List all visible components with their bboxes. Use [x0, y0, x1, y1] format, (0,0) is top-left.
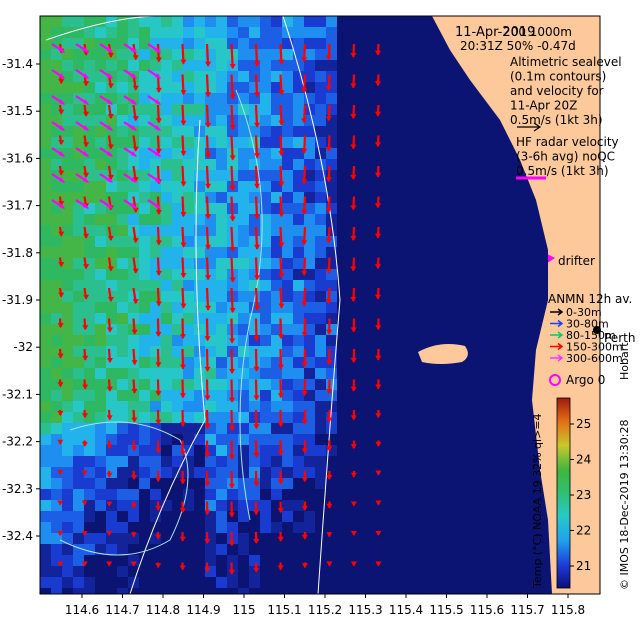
isobaths-label: 200 1000m: [503, 25, 572, 39]
argo-icon: [549, 374, 561, 386]
colorbar: [556, 397, 571, 589]
colorbar-caption: Temp (°C) NOAA 19 32% ql>=4: [531, 413, 544, 589]
lat-tick-label: -31.8: [2, 246, 33, 260]
altimetry-legend-line: Altimetric sealevel: [510, 55, 622, 69]
altimetry-legend-line: 0.5m/s (1kt 3h): [510, 113, 603, 127]
anmn-depth-label: 300-600m: [566, 352, 623, 365]
hf-radar-arrows: [51, 43, 161, 209]
altimetry-legend-line: (0.1m contours): [510, 70, 606, 84]
imos-credit: © IMOS 18-Dec-2019 13:30:28: [618, 420, 631, 590]
colorbar-tick-label: 24: [576, 453, 591, 467]
lon-tick-label: 114.7: [105, 603, 139, 617]
lat-tick-label: -32.4: [2, 529, 33, 543]
lat-tick-label: -32.1: [2, 387, 33, 401]
altimetry-velocity-arrows: [57, 43, 382, 575]
anmn-depth-label: 0-30m: [566, 306, 602, 319]
altimetry-legend-line: 11-Apr 20Z: [510, 99, 577, 113]
lat-tick-label: -31.7: [2, 199, 33, 213]
lat-tick-label: -32.2: [2, 435, 33, 449]
lat-tick-label: -31.5: [2, 104, 33, 118]
lat-tick-label: -32: [13, 340, 33, 354]
perth-marker-icon: [593, 326, 601, 334]
lon-tick-label: 115.4: [389, 603, 423, 617]
lon-tick-label: 115.1: [267, 603, 301, 617]
time-line: 20:31Z 50% -0.47d: [460, 39, 576, 53]
hf-legend-line: HF radar velocity: [516, 135, 619, 149]
lon-tick-label: 115.8: [551, 603, 585, 617]
altimetry-legend-line: and velocity for: [510, 84, 604, 98]
lon-tick-label: 114.9: [186, 603, 220, 617]
lat-tick-label: -31.4: [2, 57, 33, 71]
rottnest-island: [418, 344, 468, 364]
hf-legend-line: (3-6h avg) noQC: [516, 150, 615, 164]
lon-tick-label: 115.6: [470, 603, 504, 617]
colorbar-tick-label: 21: [576, 559, 591, 573]
argo-label: Argo 0: [566, 373, 605, 387]
colorbar-ticks: 25 24 23 22 21: [570, 417, 591, 573]
lat-tick-label: -31.6: [2, 151, 33, 165]
anmn-depth-icon: [550, 342, 564, 351]
altimetry-legend: Altimetric sealevel(0.1m contours)and ve…: [510, 55, 622, 127]
anmn-depth-icon: [550, 319, 564, 328]
longitude-axis: 114.6 114.7 114.8 114.9 115 115.1 115.2 115.3 11…: [65, 594, 585, 617]
isobath-contours: [45, 16, 341, 594]
lon-tick-label: 115.2: [308, 603, 342, 617]
anmn-depth-icon: [550, 331, 564, 339]
lon-tick-label: 115.7: [510, 603, 544, 617]
lon-tick-label: 114.6: [65, 603, 99, 617]
anmn-title: ANMN 12h av.: [548, 292, 632, 306]
date-header: 11-Apr-2019: [455, 25, 535, 40]
lat-tick-label: -31.9: [2, 293, 33, 307]
hf-legend-line: 0.5m/s (1kt 3h): [516, 164, 609, 178]
colorbar-tick-label: 22: [576, 524, 591, 538]
anmn-depth-icon: [550, 354, 564, 362]
lat-tick-label: -32.3: [2, 482, 33, 496]
map-frame: [39, 15, 601, 595]
hobart-credit: Hobart: [618, 342, 631, 380]
anmn-depth-icon: [550, 308, 564, 316]
anmn-depth-label: 150-300m: [566, 341, 623, 354]
altimetry-scale-arrow: [517, 122, 542, 132]
drifter-marker-icon: [547, 254, 555, 263]
lon-tick-label: 115.3: [348, 603, 382, 617]
lon-tick-label: 114.8: [146, 603, 180, 617]
lon-tick-label: 115: [233, 603, 256, 617]
latitude-axis: -31.4 -31.5 -31.6 -31.7 -31.8 -31.9 -32 -32.1 -3…: [2, 57, 40, 543]
drifter-label: drifter: [558, 254, 595, 268]
lon-tick-label: 115.5: [429, 603, 463, 617]
anmn-depth-label: 80-150m: [566, 329, 616, 342]
city-label: Perth: [604, 331, 635, 345]
colorbar-tick-label: 23: [576, 488, 591, 502]
colorbar-tick-label: 25: [576, 417, 591, 431]
